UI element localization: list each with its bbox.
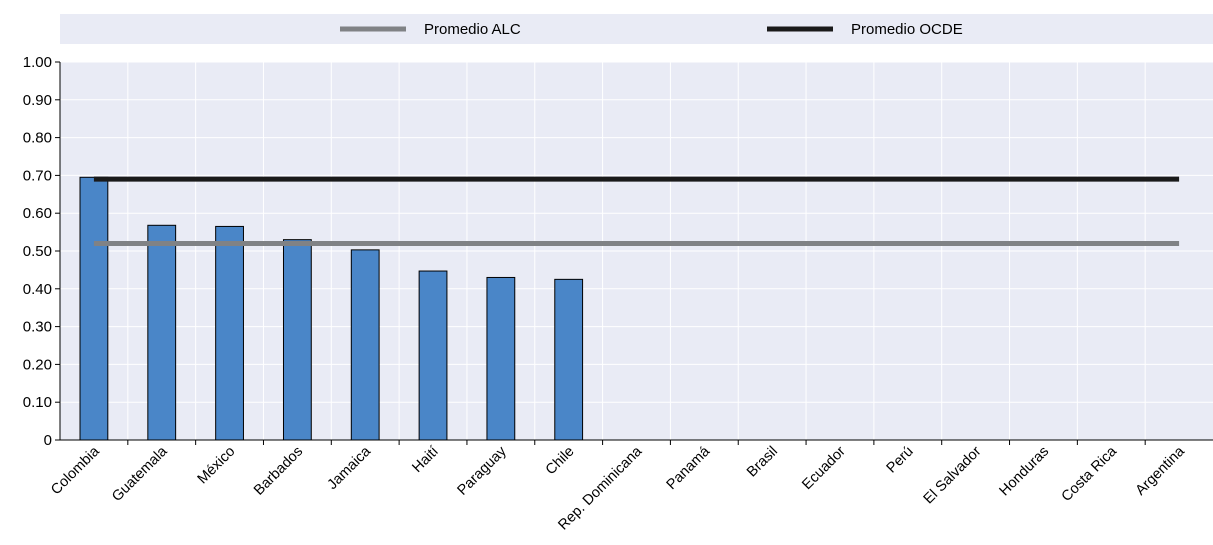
x-category-label: El Salvador: [921, 443, 985, 507]
x-category-label: Jamaica: [325, 443, 375, 493]
y-tick-label: 0.90: [23, 92, 52, 109]
x-category-label: Perú: [884, 444, 917, 477]
reference-lines: [93, 176, 1180, 246]
x-category-label: Panamá: [664, 443, 714, 493]
x-axis-categories: Colombia Guatemala México Barbados Jamaica Ha…: [48, 440, 1189, 533]
bar: [554, 278, 584, 441]
x-category-label: Guatemala: [109, 443, 171, 505]
bar: [282, 239, 312, 441]
grid-layer: [60, 61, 1213, 440]
bar: [418, 270, 448, 441]
x-category-label: Brasil: [744, 444, 781, 481]
legend-item-alc: Promedio ALC: [340, 21, 521, 38]
legend-label-alc: Promedio ALC: [424, 21, 521, 38]
x-category-label: Costa Rica: [1059, 443, 1121, 505]
legend-label-ocde: Promedio OCDE: [851, 21, 963, 38]
x-category-label: Haití: [409, 444, 441, 476]
x-category-label: Ecuador: [799, 443, 849, 493]
y-tick-label: 0.30: [23, 319, 52, 336]
x-category-label: Barbados: [251, 444, 306, 499]
x-category-label: Paraguay: [454, 443, 510, 499]
x-category-label: Colombia: [48, 443, 103, 498]
y-tick-label: 0.70: [23, 167, 52, 184]
y-tick-label: 0.40: [23, 281, 52, 298]
bar: [215, 225, 244, 441]
legend-box: [60, 14, 1213, 44]
bar: [486, 276, 516, 441]
x-category-label: Honduras: [996, 444, 1052, 500]
y-tick-label: 0.60: [23, 205, 52, 222]
y-tick-label: 0.80: [23, 130, 52, 147]
bar: [79, 176, 109, 441]
y-tick-label: 0.20: [23, 356, 52, 373]
x-category-label: México: [195, 444, 239, 488]
y-tick-label: 0: [44, 432, 52, 449]
bar: [147, 224, 177, 441]
bar: [350, 249, 380, 441]
bar-layer: [79, 176, 584, 441]
y-tick-label: 0.50: [23, 243, 52, 260]
y-axis-ticks: 0 0.10 0.20 0.30 0.40 0.50 0.60 0.70 0.80 0.90 1.0…: [23, 54, 60, 449]
legend-item-ocde: Promedio OCDE: [767, 21, 963, 38]
y-tick-label: 0.10: [23, 394, 52, 411]
x-category-label: Argentina: [1133, 443, 1189, 499]
x-category-label: Chile: [543, 444, 578, 479]
y-tick-label: 1.00: [23, 54, 52, 71]
